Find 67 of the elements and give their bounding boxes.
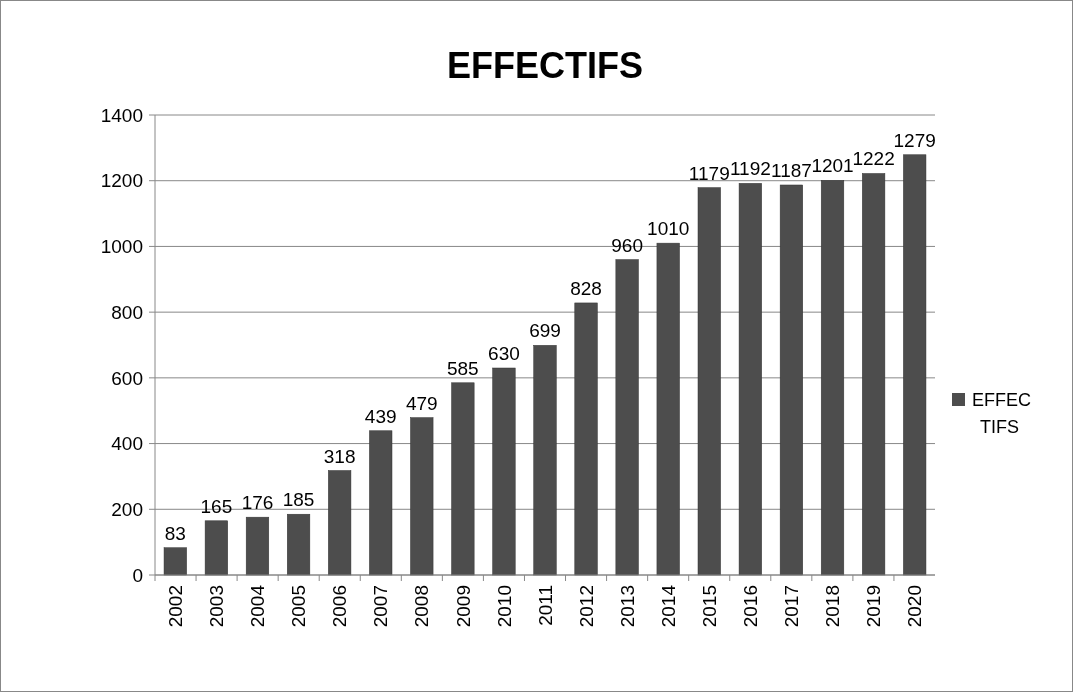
bar [656, 242, 680, 576]
bar [369, 430, 393, 576]
x-tick-label: 2008 [411, 585, 433, 628]
chart-title: EFFECTIFS [447, 45, 643, 86]
x-tick-label: 2019 [863, 585, 885, 628]
x-tick-label: 2018 [822, 585, 844, 628]
x-tick-label: 2014 [657, 584, 679, 628]
x-tick-label: 2009 [452, 585, 474, 628]
y-tick-label: 600 [111, 367, 143, 389]
bar [779, 184, 803, 576]
data-label: 1279 [893, 129, 936, 151]
x-tick-label: 2012 [575, 585, 597, 628]
data-label: 1179 [688, 162, 730, 184]
data-label: 630 [488, 343, 520, 364]
data-label: 828 [570, 277, 602, 299]
x-tick-label: 2003 [206, 585, 228, 628]
data-label: 1222 [852, 148, 895, 170]
x-tick-label: 2002 [164, 585, 186, 628]
bar [245, 516, 270, 576]
bar [903, 154, 927, 576]
data-label: 83 [164, 522, 186, 544]
data-label: 439 [364, 405, 397, 427]
x-tick-label: 2004 [247, 584, 269, 628]
bar [533, 345, 557, 576]
bar [328, 470, 352, 576]
x-tick-label: 2013 [616, 585, 638, 628]
legend-label: EFFECTIFS [972, 390, 1032, 438]
y-tick-label: 1000 [100, 236, 143, 258]
y-tick-label: 400 [111, 433, 143, 455]
bar [697, 187, 721, 576]
bar [287, 513, 311, 576]
data-label: 479 [405, 392, 438, 414]
x-tick-label: 2011 [534, 585, 556, 626]
y-tick-label: 1400 [100, 104, 143, 126]
bar [410, 417, 434, 576]
x-tick-label: 2017 [781, 585, 803, 628]
x-tick-label: 2016 [740, 585, 762, 628]
data-label: 165 [200, 495, 233, 517]
bar [862, 173, 886, 576]
data-label: 1192 [729, 158, 771, 180]
y-tick-label: 1200 [100, 170, 143, 192]
data-label: 960 [611, 234, 643, 256]
bar [492, 367, 516, 576]
bar [451, 382, 475, 576]
bar [163, 547, 187, 576]
x-tick-label: 2015 [698, 585, 720, 628]
data-label: 318 [323, 445, 356, 467]
y-tick-label: 0 [132, 564, 143, 586]
data-label: 1010 [647, 218, 690, 240]
bar [574, 302, 598, 576]
data-label: 1187 [771, 159, 812, 181]
data-label: 185 [282, 489, 315, 511]
bar [204, 520, 228, 576]
x-tick-label: 2007 [370, 585, 392, 628]
x-tick-label: 2006 [329, 585, 351, 628]
x-tick-label: 2010 [493, 585, 515, 628]
data-label: 699 [529, 320, 561, 342]
y-tick-label: 800 [111, 301, 143, 323]
x-tick-label: 2005 [288, 585, 310, 628]
data-label: 585 [447, 357, 479, 379]
data-label: 176 [241, 492, 274, 514]
x-tick-label: 2020 [904, 585, 926, 628]
bar [738, 183, 762, 576]
bar [820, 180, 845, 576]
y-tick-label: 200 [111, 498, 143, 520]
bar [615, 259, 639, 576]
data-label: 1201 [811, 155, 854, 177]
